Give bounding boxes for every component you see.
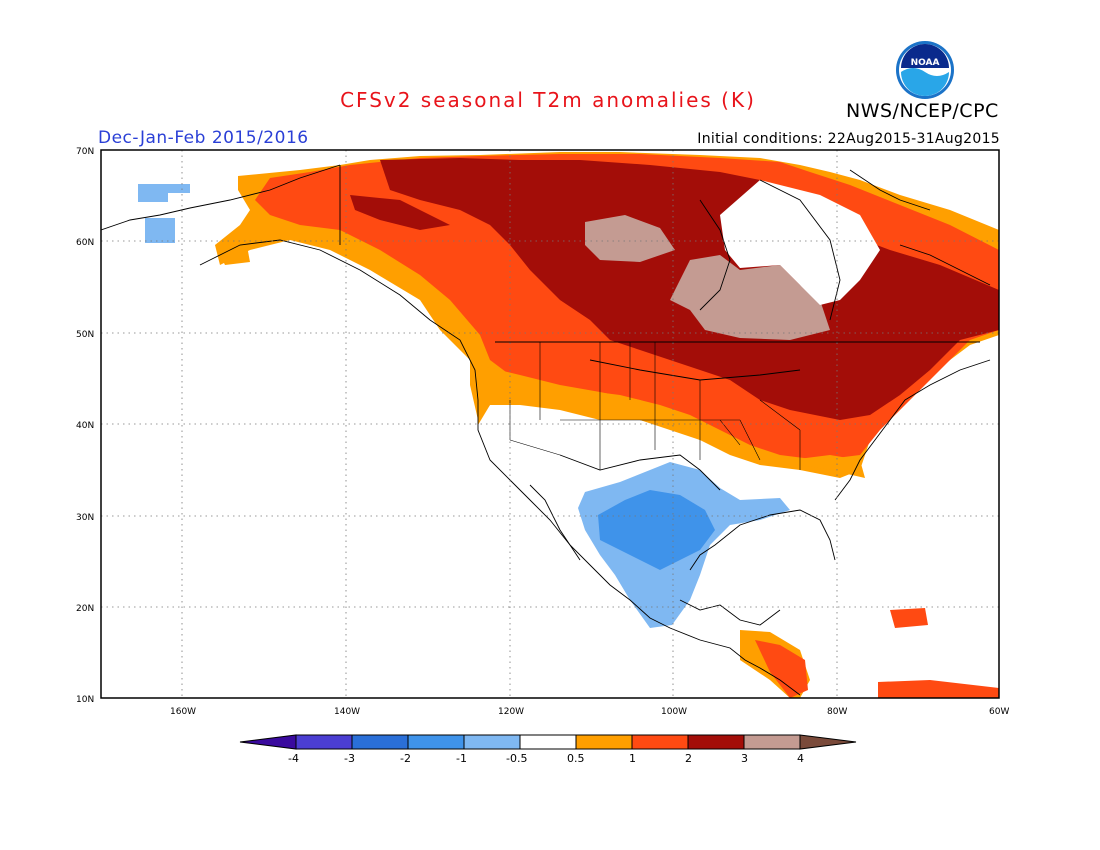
anomaly-region-warm-south-america bbox=[878, 680, 999, 698]
noaa-logo: NOAA bbox=[896, 41, 954, 99]
gridlines bbox=[101, 150, 999, 698]
colorbar-label: -4 bbox=[288, 752, 299, 765]
colorbar-swatch-05-1 bbox=[575, 734, 633, 750]
colorbar-min-arrow bbox=[239, 734, 297, 750]
season-label: Dec-Jan-Feb 2015/2016 bbox=[98, 128, 309, 148]
lat-tick-60n: 60N bbox=[76, 238, 94, 248]
colorbar-label: 3 bbox=[741, 752, 748, 765]
lon-tick-160w: 160W bbox=[170, 707, 196, 717]
anomaly-region-cool-core bbox=[598, 490, 715, 570]
lon-tick-120w: 120W bbox=[498, 707, 524, 717]
anomaly-region-neutral-north bbox=[720, 180, 880, 305]
chart-title-text: CFSv2 seasonal T2m anomalies (K) bbox=[340, 88, 756, 112]
colorbar-swatch-m1-m05 bbox=[463, 734, 521, 750]
anomaly-region-0.5-1-plains bbox=[478, 365, 865, 478]
lat-tick-50n: 50N bbox=[76, 330, 94, 340]
anomaly-region-cool-bering bbox=[145, 218, 175, 243]
chart-title: CFSv2 seasonal T2m anomalies (K) bbox=[0, 88, 1100, 112]
lat-tick-labels: 10N 20N 30N 40N 50N 60N 70N bbox=[76, 147, 94, 705]
anomaly-region-warm-caribbean bbox=[890, 608, 928, 628]
agency-label: NWS/NCEP/CPC bbox=[846, 100, 999, 122]
lon-tick-labels: 160W 140W 120W 100W 80W 60W bbox=[170, 707, 1009, 717]
coastlines bbox=[101, 164, 991, 696]
lon-tick-80w: 80W bbox=[827, 707, 847, 717]
colorbar-swatch-m4-m3 bbox=[295, 734, 353, 750]
lon-tick-100w: 100W bbox=[661, 707, 687, 717]
lat-tick-30n: 30N bbox=[76, 513, 94, 523]
colorbar-label: 2 bbox=[685, 752, 692, 765]
noaa-logo-text: NOAA bbox=[911, 58, 940, 68]
anomaly-region-cool-alaska bbox=[138, 184, 190, 202]
anomaly-region-3-4-hudson bbox=[670, 255, 830, 340]
anomaly-region-warm-aleutian bbox=[215, 235, 250, 265]
colorbar-swatch-m2-m1 bbox=[407, 734, 465, 750]
colorbar-swatch-1-2 bbox=[631, 734, 689, 750]
colorbar-label: 1 bbox=[629, 752, 636, 765]
anomaly-region-2-3-yukon bbox=[350, 195, 450, 230]
colorbar-max-arrow bbox=[799, 734, 857, 750]
colorbar-label: -3 bbox=[344, 752, 355, 765]
colorbar-labels: -4 -3 -2 -1 -0.5 0.5 1 2 3 4 bbox=[288, 752, 804, 765]
lat-tick-20n: 20N bbox=[76, 604, 94, 614]
colorbar-label: 4 bbox=[797, 752, 804, 765]
colorbar-label: -0.5 bbox=[506, 752, 527, 765]
state-borders bbox=[509, 342, 801, 470]
initial-conditions-label: Initial conditions: 22Aug2015-31Aug2015 bbox=[697, 131, 1000, 147]
colorbar-label: 0.5 bbox=[567, 752, 585, 765]
anomaly-region-3-4-nw bbox=[585, 215, 675, 262]
anomaly-region-warm-central-america-core bbox=[755, 640, 808, 698]
plot-frame bbox=[100, 149, 1000, 699]
colorbar-swatch-3-4 bbox=[743, 734, 801, 750]
lat-tick-10n: 10N bbox=[76, 695, 94, 705]
colorbar-label: -1 bbox=[456, 752, 467, 765]
colorbar-swatch-neutral bbox=[519, 734, 577, 750]
colorbar-label: -2 bbox=[400, 752, 411, 765]
lat-tick-40n: 40N bbox=[76, 421, 94, 431]
anomaly-shading bbox=[138, 152, 999, 698]
lon-tick-140w: 140W bbox=[334, 707, 360, 717]
colorbar-swatch-2-3 bbox=[687, 734, 745, 750]
colorbar-swatch-m3-m2 bbox=[351, 734, 409, 750]
lon-tick-60w: 60W bbox=[989, 707, 1009, 717]
colorbar bbox=[239, 734, 857, 750]
lat-tick-70n: 70N bbox=[76, 147, 94, 157]
